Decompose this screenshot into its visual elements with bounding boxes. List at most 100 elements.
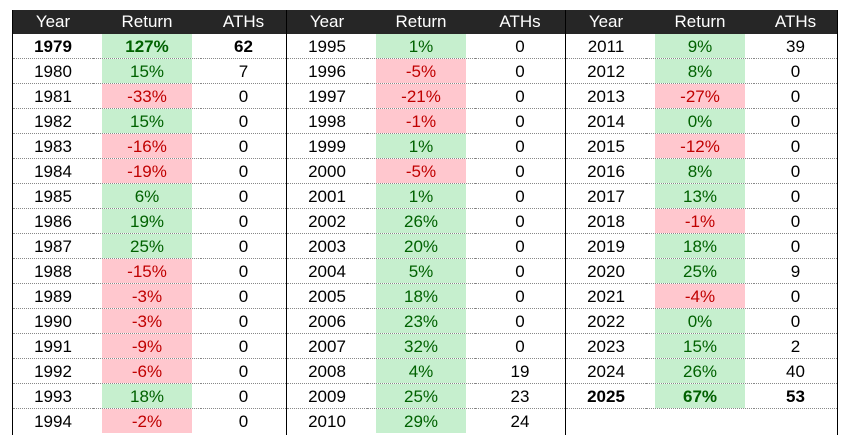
table-row: 2019 18% 0 xyxy=(566,234,837,259)
table-cell: 1990 xyxy=(13,309,93,334)
table-row xyxy=(566,409,837,434)
table-cell: 1991 xyxy=(13,334,93,359)
table-row: 1982 15% 0 xyxy=(13,109,286,134)
return-value: 19% xyxy=(102,209,192,233)
table-cell: 32% xyxy=(367,334,475,359)
table-row: 1983 -16% 0 xyxy=(13,134,286,159)
header-cell: Year xyxy=(588,12,624,31)
table-cell: 0 xyxy=(754,209,837,234)
return-value: 18% xyxy=(376,284,466,308)
table-cell: 0 xyxy=(475,234,565,259)
return-value: 29% xyxy=(376,409,466,433)
table-cell: 0 xyxy=(754,309,837,334)
return-value: 5% xyxy=(376,259,466,283)
return-value: 6% xyxy=(102,184,192,208)
table-cell: -6% xyxy=(93,359,201,384)
table-cell: 2008 xyxy=(287,359,367,384)
table-cell: 2023 xyxy=(566,334,646,359)
table-cell: 1981 xyxy=(13,84,93,109)
table-cell: 23 xyxy=(475,384,565,409)
table-cell xyxy=(754,409,837,434)
return-value: 127% xyxy=(102,34,192,58)
column-group: Year Return ATHs 2011 9% 39 2012 8% 0 2013 -27% 0 20… xyxy=(566,10,838,435)
return-value: 23% xyxy=(376,309,466,333)
table-row: 1999 1% 0 xyxy=(287,134,565,159)
table-cell: 1985 xyxy=(13,184,93,209)
table-cell: 19 xyxy=(475,359,565,384)
table-cell: 15% xyxy=(93,59,201,84)
table-cell: 0 xyxy=(754,284,837,309)
table-cell: 1999 xyxy=(287,134,367,159)
header-row: Year Return ATHs xyxy=(287,10,565,34)
table-cell: 25% xyxy=(93,234,201,259)
table-row: 2024 26% 40 xyxy=(566,359,837,384)
return-value: 15% xyxy=(102,109,192,133)
table-cell: -9% xyxy=(93,334,201,359)
table-cell: 24 xyxy=(510,412,530,431)
table-row: 2011 9% 39 xyxy=(566,34,837,59)
return-value: 26% xyxy=(655,359,745,383)
header-cell: Year xyxy=(309,12,345,31)
table-cell: -12% xyxy=(646,134,754,159)
return-value: 13% xyxy=(655,184,745,208)
return-value: 0% xyxy=(655,309,745,333)
table-cell: 2006 xyxy=(287,309,367,334)
table-cell: 1983 xyxy=(13,134,93,159)
table-cell: 2025 xyxy=(566,384,646,409)
table-cell: 0 xyxy=(201,309,286,334)
table-cell: 2004 xyxy=(287,259,367,284)
table-row: 2015 -12% 0 xyxy=(566,134,837,159)
table-row: 1986 19% 0 xyxy=(13,209,286,234)
return-value: -16% xyxy=(102,134,192,158)
header-cell: Year xyxy=(35,12,71,31)
table-cell: -15% xyxy=(93,259,201,284)
table-cell: 5% xyxy=(367,259,475,284)
table-cell: 62 xyxy=(201,34,286,59)
table-cell: -2% xyxy=(93,409,201,434)
table-cell: 1992 xyxy=(13,359,93,384)
table-cell: 1998 xyxy=(287,109,367,134)
table-cell: 0 xyxy=(475,34,565,59)
table-row: 1992 -6% 0 xyxy=(13,359,286,384)
return-value: -3% xyxy=(102,284,192,308)
return-value: 18% xyxy=(102,384,192,408)
table-cell: 0 xyxy=(475,109,565,134)
table-cell: 1% xyxy=(367,184,475,209)
table-cell: 1996 xyxy=(287,59,367,84)
return-value: 20% xyxy=(376,234,466,258)
table-row: 1995 1% 0 xyxy=(287,34,565,59)
table-cell: 18% xyxy=(367,284,475,309)
table-row: 1984 -19% 0 xyxy=(13,159,286,184)
table-cell: 2019 xyxy=(566,234,646,259)
table-cell: -21% xyxy=(367,84,475,109)
table-row: 2022 0% 0 xyxy=(566,309,837,334)
table-cell: 2010 xyxy=(308,412,346,431)
table-row: 1981 -33% 0 xyxy=(13,84,286,109)
table-row: 2003 20% 0 xyxy=(287,234,565,259)
table-cell: -5% xyxy=(367,59,475,84)
table-row: 2005 18% 0 xyxy=(287,284,565,309)
table-cell: 0 xyxy=(475,309,565,334)
table-cell: 0 xyxy=(201,234,286,259)
return-value: -33% xyxy=(102,84,192,108)
table-cell: 0 xyxy=(201,109,286,134)
table-row: 1987 25% 0 xyxy=(13,234,286,259)
returns-table: Year Return ATHs 1979 127% 62 1980 15% 7 1981 -33%… xyxy=(12,10,838,435)
table-cell: -3% xyxy=(93,284,201,309)
return-value: 1% xyxy=(376,34,466,58)
table-cell: 127% xyxy=(93,34,201,59)
table-cell: 6% xyxy=(93,184,201,209)
header-row: Year Return ATHs xyxy=(13,10,286,34)
return-value: 15% xyxy=(655,334,745,358)
table-cell: 0 xyxy=(238,412,249,431)
table-cell: 0 xyxy=(475,184,565,209)
table-cell: 2 xyxy=(754,334,837,359)
header-cell: Return xyxy=(395,12,447,31)
table-cell: 2011 xyxy=(566,34,646,59)
table-cell: 39 xyxy=(754,34,837,59)
return-value: -5% xyxy=(376,159,466,183)
return-value: 25% xyxy=(655,259,745,283)
table-cell: 15% xyxy=(646,334,754,359)
return-value: 15% xyxy=(102,59,192,83)
